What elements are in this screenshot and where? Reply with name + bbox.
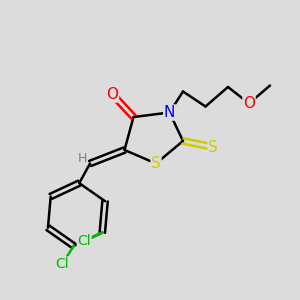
Text: Cl: Cl: [77, 234, 91, 248]
Text: O: O: [106, 87, 119, 102]
Text: H: H: [78, 152, 87, 165]
Text: O: O: [243, 96, 255, 111]
Text: S: S: [208, 140, 218, 154]
Text: N: N: [164, 105, 175, 120]
Text: Cl: Cl: [56, 257, 69, 271]
Text: S: S: [151, 156, 161, 171]
